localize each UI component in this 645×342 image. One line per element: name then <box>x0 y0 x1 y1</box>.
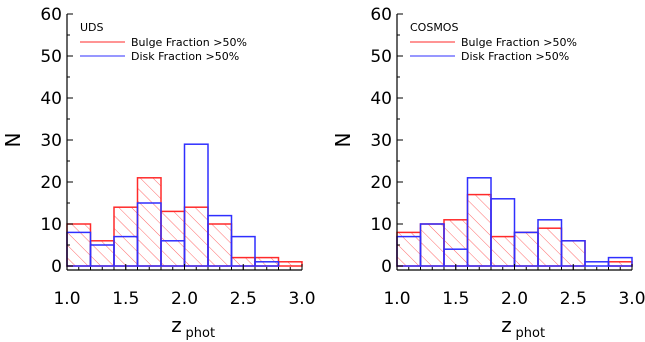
histogram-bar <box>537 227 563 267</box>
x-tick-label: 2.5 <box>560 289 587 309</box>
x-tick-label: 2.0 <box>501 289 528 309</box>
histogram-bar <box>183 206 209 267</box>
x-axis-title: z <box>501 313 512 337</box>
histogram-bar <box>490 235 516 267</box>
x-tick-label: 1.0 <box>383 289 410 309</box>
x-tick-label: 1.0 <box>53 289 80 309</box>
histogram-panel-uds: 0 10 20 30 40 50 60 1.0 1.5 2.0 2.5 3.0 z phot N UDS Bul… <box>1 5 316 341</box>
legend-label-disk: Disk Fraction >50% <box>461 50 569 63</box>
histogram-bar <box>560 240 586 267</box>
y-tick-label: 0 <box>51 257 62 277</box>
y-tick-label: 50 <box>370 47 392 67</box>
histogram-bar <box>443 219 469 267</box>
histogram-bar <box>277 261 303 267</box>
histogram-panel-cosmos: 0 10 20 30 40 50 60 1.0 1.5 2.0 2.5 3.0 z phot N COSMOS… <box>331 5 645 341</box>
y-tick-label: 20 <box>40 173 62 193</box>
legend-label-bulge: Bulge Fraction >50% <box>461 36 577 49</box>
y-tick-label: 40 <box>40 89 62 109</box>
x-axis-title-subscript: phot <box>516 326 546 341</box>
histogram-bar <box>183 143 209 267</box>
histogram-bar <box>513 231 539 267</box>
x-tick-label: 2.5 <box>230 289 257 309</box>
y-axis-title: N <box>331 133 355 148</box>
histogram-bar <box>207 223 233 267</box>
histogram-bar <box>419 223 445 267</box>
x-tick-label: 1.5 <box>112 289 139 309</box>
legend-label-bulge: Bulge Fraction >50% <box>131 36 247 49</box>
y-axis-title: N <box>1 133 25 148</box>
panel-label: UDS <box>80 21 104 34</box>
histogram-bar <box>419 223 445 267</box>
y-tick-label: 20 <box>370 173 392 193</box>
x-axis-title-subscript: phot <box>186 326 216 341</box>
y-tick-label: 30 <box>370 131 392 151</box>
x-tick-label: 3.0 <box>288 289 315 309</box>
legend-label-disk: Disk Fraction >50% <box>131 50 239 63</box>
y-tick-label: 60 <box>370 5 392 25</box>
x-tick-label: 2.0 <box>171 289 198 309</box>
histogram-bar <box>66 223 92 267</box>
x-tick-label: 3.0 <box>618 289 645 309</box>
legend: Bulge Fraction >50%Disk Fraction >50% <box>80 36 247 63</box>
legend: Bulge Fraction >50%Disk Fraction >50% <box>410 36 577 63</box>
y-tick-label: 10 <box>370 215 392 235</box>
series-bulge <box>396 193 633 267</box>
y-tick-label: 0 <box>381 257 392 277</box>
histogram-bar <box>396 231 422 267</box>
y-tick-label: 10 <box>40 215 62 235</box>
y-tick-label: 40 <box>370 89 392 109</box>
histogram-bar <box>607 256 633 267</box>
y-tick-label: 50 <box>40 47 62 67</box>
x-tick-label: 1.5 <box>442 289 469 309</box>
y-tick-label: 60 <box>40 5 62 25</box>
histogram-bar <box>136 202 162 267</box>
histogram-bar <box>466 193 492 267</box>
histogram-bar <box>136 177 162 267</box>
histogram-bar <box>254 261 280 267</box>
histogram-bar <box>160 210 186 267</box>
histogram-bar <box>584 261 610 267</box>
y-tick-label: 30 <box>40 131 62 151</box>
panel-label: COSMOS <box>410 21 458 34</box>
x-axis-title: z <box>171 313 182 337</box>
